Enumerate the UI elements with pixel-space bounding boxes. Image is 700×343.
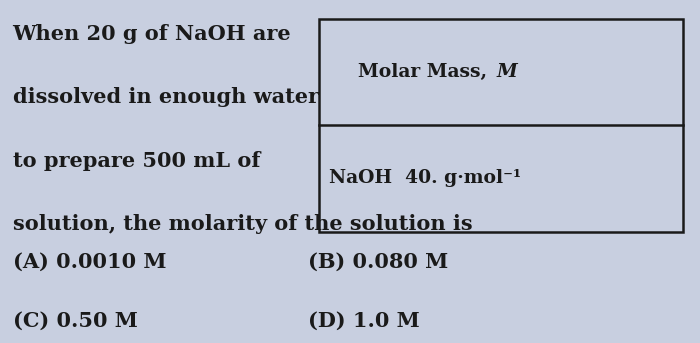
Text: (D) 1.0 M: (D) 1.0 M	[308, 310, 420, 330]
Text: (B) 0.080 M: (B) 0.080 M	[308, 252, 448, 272]
Text: Molar Mass,: Molar Mass,	[358, 63, 493, 81]
Bar	[318, 19, 682, 232]
Text: M: M	[497, 63, 518, 81]
Text: (C) 0.50 M: (C) 0.50 M	[13, 310, 137, 330]
Text: to prepare 500 mL of: to prepare 500 mL of	[13, 151, 260, 171]
Text: (A) 0.0010 M: (A) 0.0010 M	[13, 252, 166, 272]
Text: When 20 g of NaOH are: When 20 g of NaOH are	[13, 24, 291, 44]
Text: NaOH  40. g·mol⁻¹: NaOH 40. g·mol⁻¹	[329, 169, 521, 187]
Text: solution, the molarity of the solution is: solution, the molarity of the solution i…	[13, 214, 473, 234]
Text: dissolved in enough water: dissolved in enough water	[13, 87, 318, 107]
